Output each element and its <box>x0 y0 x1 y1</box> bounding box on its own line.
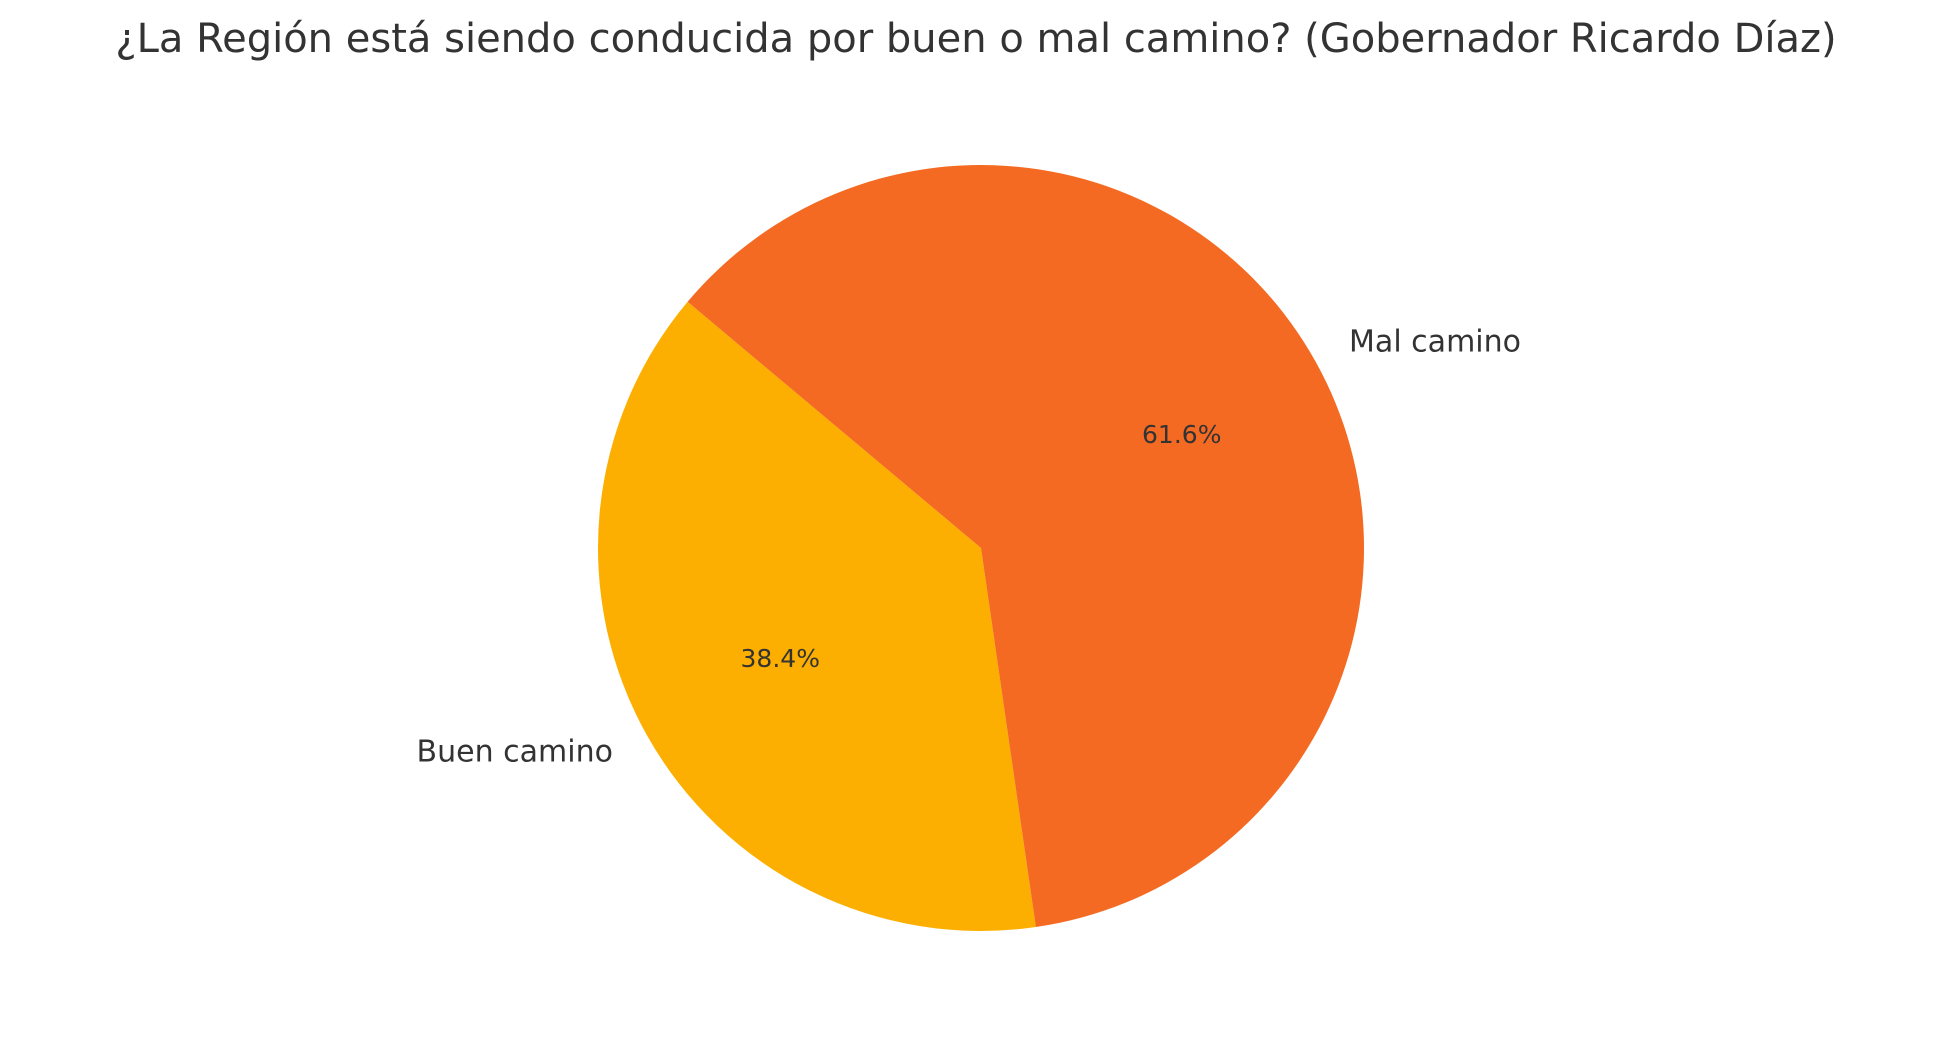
pie-slice <box>687 165 1364 928</box>
percent-label: 61.6% <box>1142 420 1221 449</box>
chart-title: ¿La Región está siendo conducida por bue… <box>115 16 1836 62</box>
percent-label: 38.4% <box>741 644 820 673</box>
pie-slice <box>597 301 1036 931</box>
slice-label: Buen camino <box>417 735 613 770</box>
slice-label: Mal camino <box>1349 324 1521 359</box>
